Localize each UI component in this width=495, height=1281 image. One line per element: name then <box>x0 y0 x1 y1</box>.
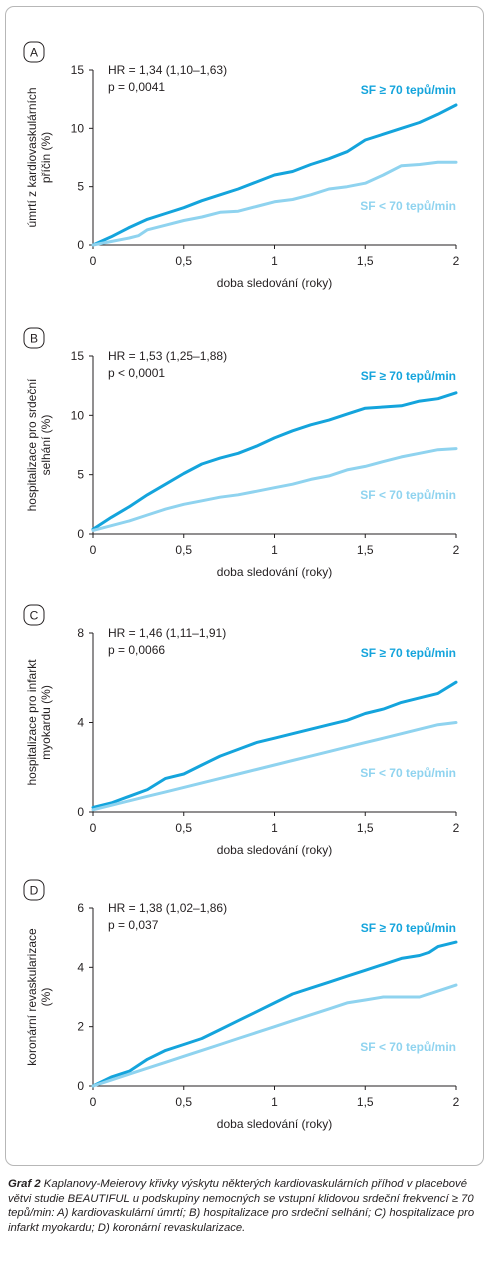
panel-b-x-tick-label: 0,5 <box>175 543 192 557</box>
panel-d-x-label: doba sledování (roky) <box>217 1117 332 1131</box>
panel-c-series-label-low: SF < 70 tepů/min <box>360 766 456 780</box>
figure-caption: Graf 2 Kaplanovy-Meierovy křivky výskytu… <box>8 1177 486 1235</box>
panel-b-y-tick-label: 0 <box>77 527 84 541</box>
panel-d-y-tick-label: 0 <box>77 1079 84 1093</box>
panel-a-y-tick-label: 15 <box>71 63 85 77</box>
panel-c-badge <box>23 604 45 626</box>
panel-a-badge-label: A <box>30 46 38 60</box>
panel-c-x-tick-label: 1 <box>271 821 278 835</box>
panel-a-y-label-line: úmrtí z kardiovaskulárních <box>25 87 39 227</box>
panel-d-y-label-line: (%) <box>39 988 53 1007</box>
panel-a-x-tick-label: 0,5 <box>175 254 192 268</box>
panel-b-x-tick-label: 1 <box>271 543 278 557</box>
panel-a-series-label-low: SF < 70 tepů/min <box>360 199 456 213</box>
panel-b-line-high <box>91 391 458 531</box>
panel-d-badge-label: D <box>30 884 39 898</box>
panel-c-p-text: p = 0,0066 <box>108 643 165 657</box>
panel-d-y-tick-label: 4 <box>77 960 84 974</box>
panel-c-x-tick-label: 2 <box>453 821 460 835</box>
panel-c-y-tick-label: 0 <box>77 805 84 819</box>
panel-a-x-tick-label: 1,5 <box>357 254 374 268</box>
panel-d-x-tick-label: 1,5 <box>357 1095 374 1109</box>
panel-c-line-low <box>91 721 458 812</box>
panel-d-x-tick-label: 0 <box>90 1095 97 1109</box>
panel-d-x-tick-label: 0,5 <box>175 1095 192 1109</box>
panel-c-x-tick-label: 0 <box>90 821 97 835</box>
panel-a-hr-text: HR = 1,34 (1,10–1,63) <box>108 63 227 77</box>
panel-b-y-tick-label: 15 <box>71 349 85 363</box>
panel-d-p-text: p = 0,037 <box>108 918 159 932</box>
panel-b-badge <box>23 327 45 349</box>
panel-a-line-high <box>91 103 458 247</box>
panel-b-x-label: doba sledování (roky) <box>217 565 332 579</box>
panel-d-x-tick-label: 1 <box>271 1095 278 1109</box>
panel-a-series-label-high: SF ≥ 70 tepů/min <box>361 83 456 97</box>
panel-b-series-label-low: SF < 70 tepů/min <box>360 488 456 502</box>
panel-a-x-label: doba sledování (roky) <box>217 276 332 290</box>
panel-d-y-tick-label: 6 <box>77 901 84 915</box>
panel-c-y-label-line: hospitalizace pro infarkt <box>25 659 39 786</box>
panel-a-x-tick-label: 0 <box>90 254 97 268</box>
panel-c-badge-label: C <box>30 609 39 623</box>
panel-a-x-tick-label: 1 <box>271 254 278 268</box>
panel-b-y-label-line: selhání (%) <box>39 415 53 476</box>
panel-a-line-low <box>91 160 458 247</box>
panel-d-series-label-high: SF ≥ 70 tepů/min <box>361 921 456 935</box>
caption-label: Graf 2 <box>8 1178 41 1190</box>
panel-b-p-text: p < 0,0001 <box>108 366 165 380</box>
caption-text: Kaplanovy-Meierovy křivky výskytu někter… <box>8 1178 475 1234</box>
panel-c-line-high <box>91 680 458 809</box>
panel-b-y-label-line: hospitalizace pro srdeční <box>25 378 39 511</box>
panel-d-line-high <box>91 940 458 1088</box>
panel-d-y-tick-label: 2 <box>77 1020 84 1034</box>
panel-b-series-label-high: SF ≥ 70 tepů/min <box>361 369 456 383</box>
panel-d-series-label-low: SF < 70 tepů/min <box>360 1040 456 1054</box>
panel-c-x-tick-label: 1,5 <box>357 821 374 835</box>
panel-c-series-label-high: SF ≥ 70 tepů/min <box>361 646 456 660</box>
panel-a-y-tick-label: 5 <box>77 180 84 194</box>
panel-c-hr-text: HR = 1,46 (1,11–1,91) <box>108 626 226 640</box>
panel-b-line-low <box>91 447 458 532</box>
panel-d-line-low <box>91 983 458 1088</box>
panel-b-x-tick-label: 2 <box>453 543 460 557</box>
panel-b-hr-text: HR = 1,53 (1,25–1,88) <box>108 349 227 363</box>
panel-b-y-tick-label: 10 <box>71 408 85 422</box>
panel-d-hr-text: HR = 1,38 (1,02–1,86) <box>108 901 227 915</box>
panel-c-y-label-line: myokardu (%) <box>39 685 53 760</box>
panel-b-badge-label: B <box>30 332 38 346</box>
panel-d-badge <box>23 879 45 901</box>
panel-c-x-label: doba sledování (roky) <box>217 843 332 857</box>
panel-a-y-tick-label: 10 <box>71 121 85 135</box>
panel-b-y-tick-label: 5 <box>77 468 84 482</box>
panel-a-y-label-line: příčin (%) <box>39 132 53 183</box>
panel-b-x-tick-label: 1,5 <box>357 543 374 557</box>
panel-a-y-tick-label: 0 <box>77 238 84 252</box>
panel-d-y-label-line: koronární revaskularizace <box>25 928 39 1066</box>
panel-b-x-tick-label: 0 <box>90 543 97 557</box>
figure-frame <box>5 6 484 1166</box>
panel-a-x-tick-label: 2 <box>453 254 460 268</box>
panel-a-badge <box>23 41 45 63</box>
panel-c-y-tick-label: 4 <box>77 716 84 730</box>
panel-c-x-tick-label: 0,5 <box>175 821 192 835</box>
panel-a-p-text: p = 0,0041 <box>108 80 165 94</box>
panel-c-y-tick-label: 8 <box>77 626 84 640</box>
panel-d-x-tick-label: 2 <box>453 1095 460 1109</box>
